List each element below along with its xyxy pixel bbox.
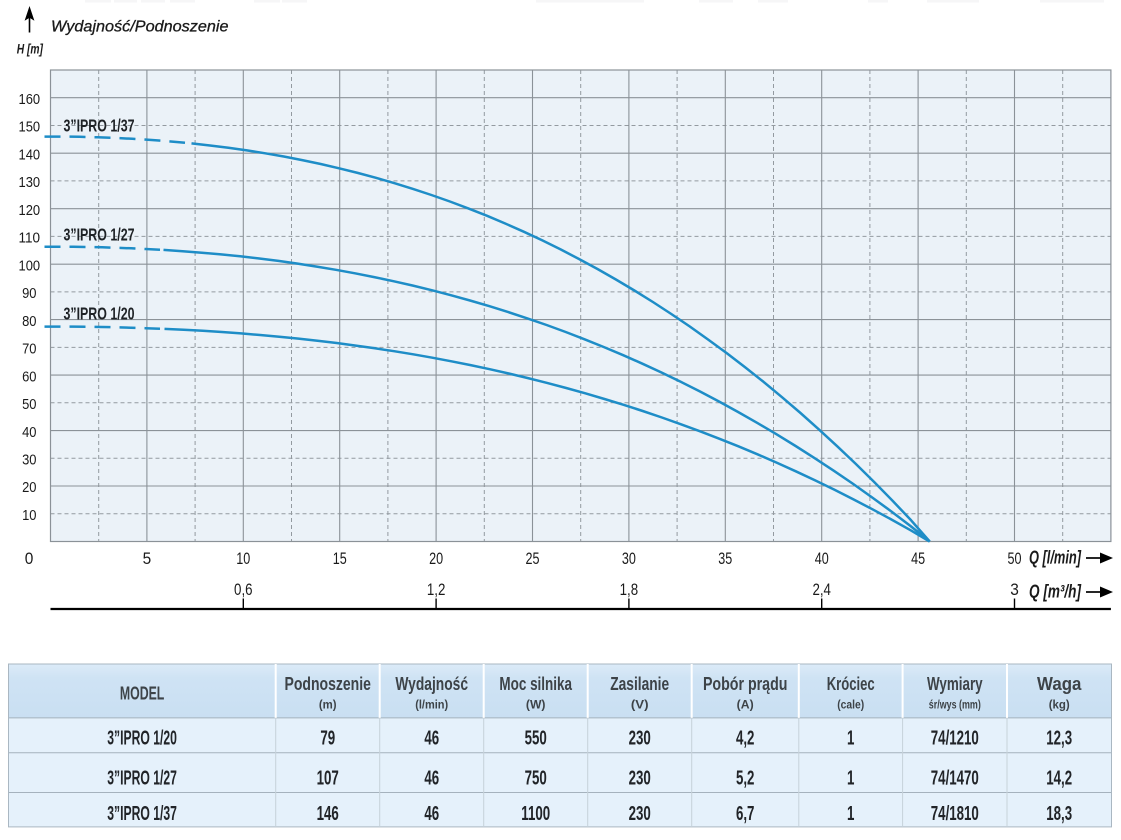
svg-text:Q [m³/h]: Q [m³/h] xyxy=(1029,582,1082,602)
svg-text:50: 50 xyxy=(22,397,36,413)
svg-text:0,6: 0,6 xyxy=(234,581,253,599)
svg-text:230: 230 xyxy=(629,801,651,825)
svg-text:5,2: 5,2 xyxy=(736,765,754,789)
svg-text:10: 10 xyxy=(22,508,36,524)
svg-text:3”IPRO 1/20: 3”IPRO 1/20 xyxy=(107,727,177,749)
svg-text:(m): (m) xyxy=(319,698,337,712)
svg-text:3”IPRO 1/37: 3”IPRO 1/37 xyxy=(107,803,177,825)
svg-text:100: 100 xyxy=(19,258,41,274)
svg-text:50: 50 xyxy=(1008,550,1022,568)
svg-text:Podnoszenie: Podnoszenie xyxy=(285,673,371,694)
svg-text:Pobór prądu: Pobór prądu xyxy=(703,673,788,694)
svg-text:MODEL: MODEL xyxy=(120,682,165,703)
svg-text:10: 10 xyxy=(236,550,250,568)
svg-text:Q [l/min]: Q [l/min] xyxy=(1029,548,1082,568)
svg-text:3: 3 xyxy=(1010,581,1019,599)
svg-text:70: 70 xyxy=(22,342,36,358)
svg-text:Wydajność: Wydajność xyxy=(395,673,468,694)
svg-text:1: 1 xyxy=(847,801,855,825)
svg-text:Wydajność/Podnoszenie: Wydajność/Podnoszenie xyxy=(51,19,229,36)
svg-text:3”IPRO 1/27: 3”IPRO 1/27 xyxy=(64,225,135,245)
svg-text:20: 20 xyxy=(22,480,36,496)
svg-text:120: 120 xyxy=(19,203,41,219)
svg-text:12,3: 12,3 xyxy=(1046,725,1072,749)
svg-text:15: 15 xyxy=(333,550,347,568)
svg-text:90: 90 xyxy=(22,286,36,302)
svg-text:1: 1 xyxy=(847,725,855,749)
svg-text:14,2: 14,2 xyxy=(1046,765,1072,789)
svg-text:1,2: 1,2 xyxy=(427,581,446,599)
svg-text:Króciec: Króciec xyxy=(827,673,875,694)
svg-text:230: 230 xyxy=(629,765,651,789)
svg-text:74/1210: 74/1210 xyxy=(931,725,979,749)
svg-text:30: 30 xyxy=(622,550,636,568)
svg-text:4,2: 4,2 xyxy=(736,725,754,749)
svg-text:(kg): (kg) xyxy=(1049,698,1070,712)
svg-text:3”IPRO 1/27: 3”IPRO 1/27 xyxy=(107,767,177,789)
svg-text:46: 46 xyxy=(424,725,439,749)
svg-text:1: 1 xyxy=(847,765,855,789)
svg-text:110: 110 xyxy=(19,231,41,247)
svg-text:107: 107 xyxy=(317,765,339,789)
svg-text:60: 60 xyxy=(22,369,36,385)
svg-text:750: 750 xyxy=(525,765,547,789)
svg-text:550: 550 xyxy=(525,725,547,749)
svg-text:Wymiary: Wymiary xyxy=(927,673,983,694)
svg-text:140: 140 xyxy=(19,147,41,163)
svg-text:20: 20 xyxy=(429,550,443,568)
svg-text:Waga: Waga xyxy=(1037,673,1082,694)
svg-text:2,4: 2,4 xyxy=(812,581,831,599)
svg-text:3”IPRO 1/37: 3”IPRO 1/37 xyxy=(64,116,135,136)
svg-text:18,3: 18,3 xyxy=(1046,801,1072,825)
svg-text:35: 35 xyxy=(718,550,732,568)
svg-text:74/1810: 74/1810 xyxy=(931,801,979,825)
svg-text:79: 79 xyxy=(320,725,335,749)
svg-text:74/1470: 74/1470 xyxy=(931,765,979,789)
svg-text:śr/wys (mm): śr/wys (mm) xyxy=(929,698,981,712)
svg-text:80: 80 xyxy=(22,314,36,330)
svg-text:130: 130 xyxy=(19,175,41,191)
svg-text:3”IPRO 1/20: 3”IPRO 1/20 xyxy=(64,304,135,324)
svg-text:5: 5 xyxy=(143,550,152,568)
svg-text:160: 160 xyxy=(19,92,41,108)
svg-text:1,8: 1,8 xyxy=(620,581,639,599)
svg-text:1100: 1100 xyxy=(521,801,550,825)
svg-text:230: 230 xyxy=(629,725,651,749)
svg-text:46: 46 xyxy=(424,765,439,789)
svg-text:150: 150 xyxy=(19,120,41,136)
svg-text:(l/min): (l/min) xyxy=(415,698,448,712)
svg-text:6,7: 6,7 xyxy=(736,801,754,825)
svg-text:40: 40 xyxy=(22,425,36,441)
svg-text:146: 146 xyxy=(317,801,339,825)
svg-text:(A): (A) xyxy=(737,698,754,712)
svg-text:(V): (V) xyxy=(631,698,649,712)
svg-text:46: 46 xyxy=(424,801,439,825)
svg-text:45: 45 xyxy=(911,550,925,568)
svg-text:30: 30 xyxy=(22,453,36,469)
svg-text:H [m]: H [m] xyxy=(17,41,44,57)
svg-text:(W): (W) xyxy=(526,698,546,712)
svg-text:(cale): (cale) xyxy=(837,698,864,712)
svg-text:Zasilanie: Zasilanie xyxy=(610,673,669,694)
svg-text:25: 25 xyxy=(526,550,540,568)
svg-text:0: 0 xyxy=(25,550,34,568)
svg-text:40: 40 xyxy=(815,550,829,568)
svg-text:Moc silnika: Moc silnika xyxy=(499,673,572,694)
